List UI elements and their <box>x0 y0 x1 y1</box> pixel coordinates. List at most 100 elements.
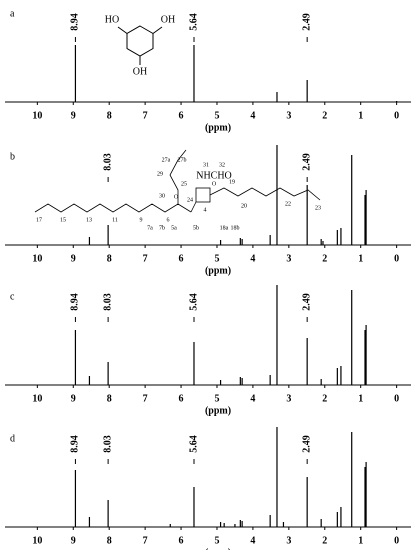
panel-label: a <box>10 8 15 19</box>
structure-label: 4 <box>204 207 207 213</box>
x-tick-label: 2 <box>322 535 327 546</box>
structure-label: 7b <box>159 225 165 231</box>
x-axis-label: (ppm) <box>205 122 231 133</box>
annotation: 8.94 <box>70 293 81 311</box>
x-tick-label: 8 <box>107 253 112 264</box>
structure-label: 9 <box>140 217 143 223</box>
x-tick-label: 3 <box>286 393 291 404</box>
x-tick-label: 8 <box>107 110 112 121</box>
annotation: 5.64 <box>188 293 199 311</box>
x-tick-label: 7 <box>143 253 148 264</box>
x-tick-label: 0 <box>394 393 399 404</box>
panel-label: c <box>10 291 15 302</box>
alkyl-chain <box>209 187 321 201</box>
structure-label: 25 <box>181 181 187 187</box>
x-tick-label: 7 <box>143 393 148 404</box>
x-tick-label: 7 <box>143 535 148 546</box>
structure-label: NHCHO <box>196 170 232 181</box>
x-tick-label: 5 <box>214 535 219 546</box>
x-tick-label: 1 <box>358 535 363 546</box>
x-tick-label: 2 <box>322 253 327 264</box>
x-tick-label: 8 <box>107 535 112 546</box>
annotation: 8.94 <box>70 435 81 453</box>
x-tick-label: 0 <box>394 253 399 264</box>
structure-label: OH <box>161 14 175 25</box>
x-axis-label: (ppm) <box>205 405 231 416</box>
annotation: 2.49 <box>301 293 312 311</box>
x-tick-label: 5 <box>214 253 219 264</box>
annotation: 2.49 <box>301 435 312 453</box>
x-tick-label: 10 <box>32 393 42 404</box>
x-tick-label: 10 <box>32 110 42 121</box>
panel-label: d <box>10 433 15 444</box>
structure-label: O <box>174 194 179 200</box>
benzene-ring <box>126 25 154 57</box>
x-tick-label: 4 <box>250 393 255 404</box>
panel-label: b <box>10 151 15 162</box>
structure-label: 23 <box>315 205 321 211</box>
x-tick-label: 2 <box>322 393 327 404</box>
x-tick-label: 5 <box>214 110 219 121</box>
side-chain <box>169 149 187 204</box>
annotation: 5.64 <box>188 435 199 453</box>
structure-label: 5b <box>193 225 199 231</box>
x-tick-label: 3 <box>286 110 291 121</box>
annotation: 8.03 <box>102 293 113 311</box>
x-tick-label: 9 <box>71 110 76 121</box>
structure-label: HO <box>105 14 119 25</box>
structure-label: 22 <box>285 201 291 207</box>
alkyl-chain <box>34 203 192 213</box>
x-tick-label: 4 <box>250 535 255 546</box>
structure-label: 31 <box>203 162 209 168</box>
structure-label: 29 <box>157 171 163 177</box>
x-tick-label: 3 <box>286 535 291 546</box>
structure-label: 20 <box>241 203 247 209</box>
x-tick-label: 1 <box>358 110 363 121</box>
x-tick-label: 6 <box>179 253 184 264</box>
x-tick-label: 9 <box>71 393 76 404</box>
bond <box>117 26 128 34</box>
x-tick-label: 2 <box>322 110 327 121</box>
structure-label: 18b <box>231 225 240 231</box>
structure-label: 27b <box>178 157 187 163</box>
structure-label: 5a <box>171 225 177 231</box>
x-tick-label: 10 <box>32 535 42 546</box>
structure-label: 13 <box>86 217 92 223</box>
x-tick-label: 9 <box>71 253 76 264</box>
x-tick-label: 5 <box>214 393 219 404</box>
annotation: 5.64 <box>188 13 199 31</box>
x-tick-label: 6 <box>179 393 184 404</box>
structure-label: 11 <box>112 217 118 223</box>
structure-label: 6 <box>167 217 170 223</box>
x-axis-label: (ppm) <box>205 265 231 276</box>
structure-label: 19 <box>229 179 235 185</box>
structure-label: 24 <box>187 197 193 203</box>
lactone-ring <box>195 187 211 203</box>
annotation: 8.94 <box>70 13 81 31</box>
x-tick-label: 4 <box>250 253 255 264</box>
structure-label: OH <box>133 66 147 77</box>
x-tick-label: 9 <box>71 535 76 546</box>
bond <box>152 26 163 34</box>
x-tick-label: 1 <box>358 393 363 404</box>
x-tick-label: 1 <box>358 253 363 264</box>
annotation: 8.03 <box>102 435 113 453</box>
structure-label: 30 <box>159 193 165 199</box>
annotation: 2.49 <box>301 13 312 31</box>
structure-label: 15 <box>60 217 66 223</box>
structure-label: 27a <box>162 157 171 163</box>
x-axis-label: (ppm) <box>205 547 231 550</box>
x-tick-label: 10 <box>32 253 42 264</box>
x-tick-label: 3 <box>286 253 291 264</box>
structure-label: O <box>212 181 217 187</box>
structure-a <box>117 25 163 65</box>
x-tick-label: 6 <box>179 535 184 546</box>
x-tick-label: 0 <box>394 535 399 546</box>
structure-label: 18a <box>220 225 229 231</box>
structure-label: 17 <box>36 217 42 223</box>
annotation: 8.03 <box>102 153 113 171</box>
x-tick-label: 8 <box>107 393 112 404</box>
x-tick-label: 4 <box>250 110 255 121</box>
structure-label: 7a <box>147 225 153 231</box>
